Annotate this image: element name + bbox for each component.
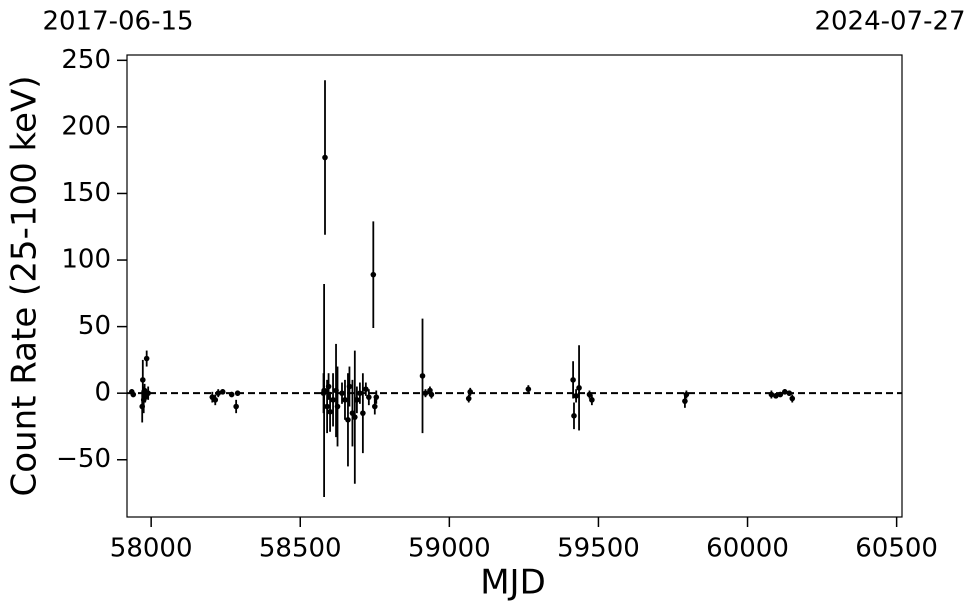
data-point — [586, 391, 593, 398]
data-point — [366, 394, 372, 400]
data-point — [219, 389, 226, 395]
data-point — [773, 393, 779, 399]
x-tick-label: 58000 — [110, 534, 193, 564]
data-point — [419, 373, 426, 379]
y-tick-label: 50 — [78, 311, 111, 341]
data-point — [363, 386, 369, 392]
data-point — [373, 394, 380, 400]
data-point — [212, 397, 219, 403]
x-tick-label: 60500 — [855, 534, 938, 564]
data-point — [215, 390, 222, 396]
data-point — [145, 390, 151, 396]
data-point — [683, 391, 690, 398]
data-point — [346, 383, 353, 390]
y-axis-label: Count Rate (25-100 keV) — [5, 76, 45, 497]
data-point — [321, 387, 327, 394]
data-point — [789, 395, 796, 402]
y-tick-label: 150 — [61, 178, 111, 208]
data-point — [571, 413, 577, 419]
x-tick-label: 60000 — [706, 534, 789, 564]
data-point — [325, 383, 332, 390]
top-date-left: 2017-06-15 — [42, 7, 193, 37]
data-point — [233, 403, 239, 410]
data-point — [573, 393, 579, 399]
data-point — [768, 391, 775, 398]
x-tick-label: 59500 — [557, 534, 640, 564]
y-tick-label: 250 — [61, 45, 111, 75]
y-tick-label: 200 — [61, 111, 111, 141]
data-point — [342, 397, 348, 403]
data-point — [525, 386, 532, 392]
data-point — [322, 154, 328, 161]
data-point — [130, 391, 137, 398]
data-point — [428, 391, 435, 398]
data-point — [682, 398, 688, 404]
y-tick-label: 0 — [94, 378, 111, 408]
x-tick-label: 59000 — [408, 534, 491, 564]
data-point — [370, 271, 377, 278]
data-point — [357, 390, 363, 396]
data-point — [140, 377, 146, 383]
data-point — [465, 395, 472, 402]
plot-frame — [126, 54, 903, 518]
data-point — [422, 390, 429, 396]
data-point — [334, 403, 341, 410]
data-point — [360, 410, 366, 416]
data-point — [324, 403, 330, 410]
data-point — [345, 417, 351, 423]
data-point — [352, 414, 358, 420]
data-point — [467, 389, 474, 395]
data-point — [777, 391, 784, 398]
data-point — [234, 390, 241, 396]
y-tick-label: 100 — [61, 245, 111, 275]
data-point — [589, 397, 595, 403]
top-date-right: 2024-07-27 — [814, 7, 965, 37]
data-point — [330, 397, 336, 403]
x-tick-label: 58500 — [259, 534, 342, 564]
data-point — [570, 377, 576, 383]
data-point — [339, 390, 345, 396]
data-point — [354, 397, 360, 403]
data-point — [576, 385, 582, 391]
data-point — [782, 389, 788, 395]
x-axis-label: MJD — [480, 563, 546, 603]
data-point — [371, 403, 378, 410]
y-tick-label: −50 — [56, 444, 111, 474]
data-point — [786, 390, 793, 396]
data-point — [142, 394, 148, 400]
data-point — [228, 391, 235, 398]
data-point — [327, 409, 333, 415]
data-point — [143, 355, 150, 362]
